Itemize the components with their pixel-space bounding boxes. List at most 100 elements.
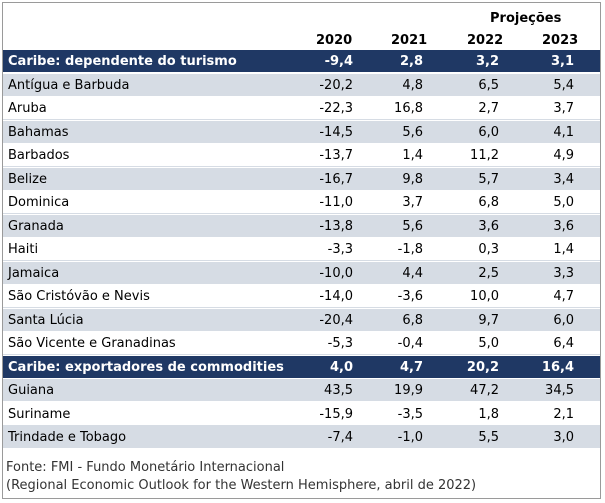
value-cell-2021: 2,8 xyxy=(399,54,423,69)
value-cell-2023: 4,1 xyxy=(553,124,574,140)
row-label: Granada xyxy=(8,218,64,234)
value-cell-2023: 3,1 xyxy=(550,54,574,69)
value-cell-2021: -1,8 xyxy=(397,242,423,257)
value-cell-2020: -7,4 xyxy=(327,430,353,445)
row-label: Suriname xyxy=(8,406,71,422)
value-cell-2020: -16,7 xyxy=(319,171,353,187)
year-header-2022: 2022 xyxy=(467,33,504,48)
value-cell-2020: -20,2 xyxy=(319,77,353,93)
row-label: Haiti xyxy=(8,242,39,257)
row-label: Bahamas xyxy=(8,124,69,140)
value-cell-2021: 4,8 xyxy=(402,77,423,93)
row-label: Trindade e Tobago xyxy=(8,430,127,445)
value-cell-2022: 2,7 xyxy=(478,101,499,116)
value-cell-2023: 5,0 xyxy=(553,195,574,210)
value-cell-2021: 5,6 xyxy=(402,218,423,234)
value-cell-2022: 0,3 xyxy=(478,242,499,257)
row-label: Guiana xyxy=(8,383,55,398)
value-cell-2022: 5,5 xyxy=(478,430,499,445)
value-cell-2023: 3,3 xyxy=(553,265,574,281)
value-cell-2022: 3,2 xyxy=(475,54,499,69)
value-cell-2021: 6,8 xyxy=(402,312,423,328)
row-label: Santa Lúcia xyxy=(8,312,84,328)
table-row: Jamaica -10,0 4,4 2,5 3,3 xyxy=(3,261,600,285)
value-cell-2023: 3,0 xyxy=(553,430,574,445)
value-cell-2022: 10,0 xyxy=(470,289,499,304)
table-row: São Cristóvão e Nevis -14,0 -3,6 10,0 4,7 xyxy=(3,285,600,308)
value-cell-2023: 5,4 xyxy=(553,77,574,93)
value-cell-2020: -13,8 xyxy=(319,218,353,234)
value-cell-2023: 6,0 xyxy=(553,312,574,328)
table-row: Suriname -15,9 -3,5 1,8 2,1 xyxy=(3,402,600,426)
table-row: Dominica -11,0 3,7 6,8 5,0 xyxy=(3,191,600,214)
value-cell-2021: 5,6 xyxy=(402,124,423,140)
value-cell-2022: 6,5 xyxy=(478,77,499,93)
table-row: Santa Lúcia -20,4 6,8 9,7 6,0 xyxy=(3,308,600,332)
row-label: Caribe: exportadores de commodities xyxy=(8,359,284,375)
table-frame xyxy=(2,2,601,499)
row-label: Dominica xyxy=(8,195,70,210)
row-label: Barbados xyxy=(8,148,70,163)
value-cell-2023: 4,9 xyxy=(553,148,574,163)
source-detail: (Regional Economic Outlook for the Weste… xyxy=(6,478,477,493)
value-cell-2020: -5,3 xyxy=(327,336,353,351)
value-cell-2021: 4,7 xyxy=(399,359,423,375)
value-cell-2021: 16,8 xyxy=(394,101,423,116)
value-cell-2021: -3,6 xyxy=(397,289,423,304)
value-cell-2022: 11,2 xyxy=(470,148,499,163)
table-row: Antígua e Barbuda -20,2 4,8 6,5 5,4 xyxy=(3,73,600,97)
value-cell-2020: -20,4 xyxy=(319,312,353,328)
value-cell-2020: -15,9 xyxy=(319,406,353,422)
value-cell-2020: -11,0 xyxy=(319,195,353,210)
row-label: São Cristóvão e Nevis xyxy=(8,289,150,304)
table-row: São Vicente e Granadinas -5,3 -0,4 5,0 6,4 xyxy=(3,332,600,355)
value-cell-2023: 2,1 xyxy=(553,406,574,422)
value-cell-2021: 4,4 xyxy=(402,265,423,281)
value-cell-2021: 19,9 xyxy=(394,383,423,398)
value-cell-2023: 3,6 xyxy=(553,218,574,234)
value-cell-2023: 6,4 xyxy=(553,336,574,351)
value-cell-2023: 16,4 xyxy=(541,359,574,375)
source-note: Fonte: FMI - Fundo Monetário Internacion… xyxy=(6,460,285,475)
value-cell-2023: 4,7 xyxy=(553,289,574,304)
value-cell-2021: -3,5 xyxy=(397,406,423,422)
value-cell-2020: -14,5 xyxy=(319,124,353,140)
value-cell-2022: 20,2 xyxy=(466,359,499,375)
value-cell-2020: -3,3 xyxy=(327,242,353,257)
value-cell-2022: 1,8 xyxy=(478,406,499,422)
year-header-2021: 2021 xyxy=(391,33,428,48)
value-cell-2020: 43,5 xyxy=(324,383,353,398)
value-cell-2023: 3,4 xyxy=(553,171,574,187)
table-row: Bahamas -14,5 5,6 6,0 4,1 xyxy=(3,120,600,144)
projections-header: Projeções xyxy=(490,11,562,26)
table-row: Guiana 43,5 19,9 47,2 34,5 xyxy=(3,379,600,402)
value-cell-2022: 5,7 xyxy=(478,171,499,187)
value-cell-2020: -9,4 xyxy=(324,54,353,69)
row-label: Jamaica xyxy=(8,265,60,281)
table-row: Granada -13,8 5,6 3,6 3,6 xyxy=(3,214,600,238)
value-cell-2023: 34,5 xyxy=(545,383,574,398)
value-cell-2023: 3,7 xyxy=(553,101,574,116)
value-cell-2020: -22,3 xyxy=(319,101,353,116)
value-cell-2021: 3,7 xyxy=(402,195,423,210)
value-cell-2022: 3,6 xyxy=(478,218,499,234)
value-cell-2022: 9,7 xyxy=(478,312,499,328)
table-row: Belize -16,7 9,8 5,7 3,4 xyxy=(3,167,600,191)
value-cell-2022: 47,2 xyxy=(470,383,499,398)
category-row: Caribe: dependente do turismo -9,4 2,8 3,2 3… xyxy=(3,50,600,73)
value-cell-2020: -14,0 xyxy=(319,289,353,304)
category-row: Caribe: exportadores de commodities 4,0 4,… xyxy=(3,355,600,379)
value-cell-2021: -1,0 xyxy=(397,430,423,445)
value-cell-2020: 4,0 xyxy=(329,359,353,375)
value-cell-2021: -0,4 xyxy=(397,336,423,351)
value-cell-2020: -10,0 xyxy=(319,265,353,281)
value-cell-2020: -13,7 xyxy=(319,148,353,163)
row-label: Aruba xyxy=(8,101,47,116)
value-cell-2022: 2,5 xyxy=(478,265,499,281)
row-label: Caribe: dependente do turismo xyxy=(8,54,237,69)
table-row: Trindade e Tobago -7,4 -1,0 5,5 3,0 xyxy=(3,426,600,449)
row-label: Belize xyxy=(8,171,47,187)
year-header-2023: 2023 xyxy=(542,33,579,48)
table-row: Aruba -22,3 16,8 2,7 3,7 xyxy=(3,97,600,120)
table-row: Barbados -13,7 1,4 11,2 4,9 xyxy=(3,144,600,167)
